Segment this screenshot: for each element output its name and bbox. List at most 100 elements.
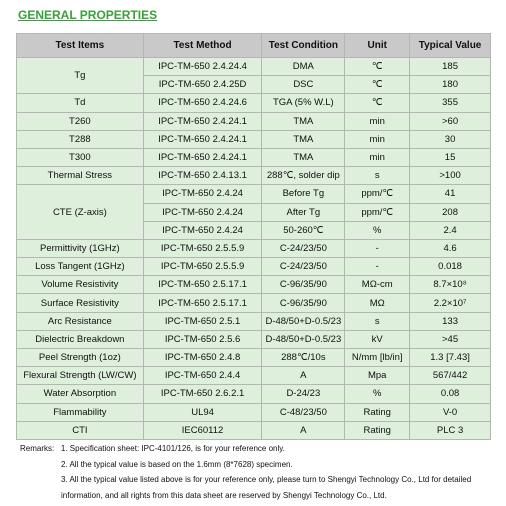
cell: V-0 bbox=[409, 402, 491, 422]
cell: 1.3 [7.43] bbox=[409, 347, 491, 368]
cell: Rating bbox=[344, 420, 411, 440]
cell: IPC-TM-650 2.4.24.4 bbox=[142, 56, 263, 77]
test-item: Loss Tangent (1GHz) bbox=[16, 257, 144, 277]
table-row: Water Absorption IPC-TM-650 2.6.2.1 D-24/2… bbox=[16, 384, 491, 404]
cell: N/mm [lb/in] bbox=[344, 347, 411, 368]
cell: % bbox=[344, 384, 411, 404]
cell: 0.018 bbox=[409, 257, 491, 277]
cell: A bbox=[261, 366, 346, 386]
cell: 567/442 bbox=[409, 366, 491, 386]
cell: 4.6 bbox=[409, 238, 491, 259]
column-header: Unit bbox=[344, 33, 411, 58]
test-item: T288 bbox=[16, 129, 144, 149]
cell: IPC-TM-650 2.6.2.1 bbox=[142, 384, 263, 404]
table-row: T288 IPC-TM-650 2.4.24.1 TMA min 30 bbox=[16, 129, 491, 149]
test-item: Thermal Stress bbox=[16, 166, 144, 186]
cell: 355 bbox=[409, 93, 491, 113]
table-row: Loss Tangent (1GHz) IPC-TM-650 2.5.5.9 C-2… bbox=[16, 257, 491, 277]
test-item: Arc Resistance bbox=[16, 311, 144, 331]
cell: DSC bbox=[261, 75, 346, 95]
cell: IPC-TM-650 2.4.24.6 bbox=[142, 93, 263, 113]
cell: >45 bbox=[409, 329, 491, 350]
cell: IPC-TM-650 2.5.6 bbox=[142, 329, 263, 350]
cell: MΩ-cm bbox=[344, 275, 411, 295]
cell: IPC-TM-650 2.4.24 bbox=[142, 220, 263, 240]
cell: C-24/23/50 bbox=[261, 238, 346, 259]
test-item: T300 bbox=[16, 147, 144, 168]
cell: 15 bbox=[409, 147, 491, 168]
remark-note: 2. All the typical value is based on the… bbox=[61, 459, 293, 469]
column-header: Typical Value bbox=[409, 33, 491, 58]
cell: ℃ bbox=[344, 56, 411, 77]
cell: D-48/50+D-0.5/23 bbox=[261, 329, 346, 350]
remark-note: 1. Specification sheet: IPC-4101/126, is… bbox=[60, 444, 285, 453]
cell: >60 bbox=[409, 111, 491, 131]
cell: % bbox=[344, 220, 411, 240]
column-header: Test Items bbox=[16, 33, 144, 58]
cell: IEC60112 bbox=[142, 420, 263, 440]
cell: kV bbox=[344, 329, 411, 350]
column-header: Test Condition bbox=[261, 33, 346, 58]
cell: IPC-TM-650 2.5.17.1 bbox=[142, 293, 263, 313]
cell: TMA bbox=[261, 147, 346, 168]
test-item: CTE (Z-axis) bbox=[16, 184, 144, 240]
table-row: Surface Resistivity IPC-TM-650 2.5.17.1 C-… bbox=[16, 293, 491, 313]
cell: IPC-TM-650 2.4.4 bbox=[142, 366, 263, 386]
cell: Before Tg bbox=[261, 184, 346, 204]
table-row: CTI IEC60112 A Rating PLC 3 bbox=[16, 420, 491, 440]
cell: - bbox=[344, 257, 411, 277]
cell: 50-260℃ bbox=[261, 220, 346, 240]
cell: IPC-TM-650 2.4.24 bbox=[142, 202, 263, 222]
table-row: Permittivity (1GHz) IPC-TM-650 2.5.5.9 C-2… bbox=[16, 238, 491, 259]
table-row: IPC-TM-650 2.4.25D DSC ℃ 180 bbox=[17, 75, 491, 95]
remark-line: 3. All the typical value listed above is… bbox=[20, 472, 488, 503]
cell: PLC 3 bbox=[409, 420, 491, 440]
test-item: T260 bbox=[16, 111, 144, 131]
table-row: T260 IPC-TM-650 2.4.24.1 TMA min >60 bbox=[16, 111, 491, 131]
cell: IPC-TM-650 2.4.24 bbox=[142, 184, 263, 204]
cell: D-24/23 bbox=[261, 384, 346, 404]
cell: IPC-TM-650 2.4.24.1 bbox=[142, 147, 263, 168]
header-row: Test Items Test Method Test Condition Unit T… bbox=[16, 33, 491, 58]
cell: IPC-TM-650 2.5.1 bbox=[142, 311, 263, 331]
remarks-label: Remarks: bbox=[20, 444, 55, 453]
cell: 2.4 bbox=[409, 220, 491, 240]
cell: ℃ bbox=[344, 93, 411, 113]
properties-table: Test Items Test Method Test Condition Unit T… bbox=[16, 33, 491, 440]
cell: s bbox=[344, 166, 411, 186]
test-item: Flammability bbox=[16, 402, 144, 422]
table-row: CTE (Z-axis) IPC-TM-650 2.4.24 Before Tg pp… bbox=[16, 184, 491, 240]
cell: ppm/℃ bbox=[344, 184, 411, 204]
cell: C-96/35/90 bbox=[261, 275, 346, 295]
cell: min bbox=[344, 147, 411, 168]
cell: IPC-TM-650 2.4.8 bbox=[142, 347, 263, 368]
cell: D-48/50+D-0.5/23 bbox=[261, 311, 346, 331]
cell: 288℃/10s bbox=[261, 347, 346, 368]
cell: 41 bbox=[409, 184, 491, 204]
table-row: Flammability UL94 C-48/23/50 Rating V-0 bbox=[16, 402, 491, 422]
test-item: Volume Resistivity bbox=[16, 275, 144, 295]
cell: IPC-TM-650 2.4.13.1 bbox=[142, 166, 263, 186]
cell: 185 bbox=[409, 56, 491, 77]
table-row: Volume Resistivity IPC-TM-650 2.5.17.1 C-9… bbox=[16, 275, 491, 295]
cell: TMA bbox=[261, 129, 346, 149]
cell: C-24/23/50 bbox=[261, 257, 346, 277]
table-row: T300 IPC-TM-650 2.4.24.1 TMA min 15 bbox=[16, 147, 491, 168]
test-item: Dielectric Breakdown bbox=[16, 329, 144, 350]
cell: IPC-TM-650 2.5.5.9 bbox=[142, 257, 263, 277]
cell: 30 bbox=[409, 129, 491, 149]
cell: C-48/23/50 bbox=[261, 402, 346, 422]
cell: TMA bbox=[261, 111, 346, 131]
cell: s bbox=[344, 311, 411, 331]
test-item: CTI bbox=[16, 420, 144, 440]
table-row: IPC-TM-650 2.4.24 50-260℃% 2.4 bbox=[17, 220, 491, 240]
test-item: Td bbox=[16, 93, 144, 113]
table-row: Td IPC-TM-650 2.4.24.6 TGA (5% W.L) ℃ 355 bbox=[16, 93, 491, 113]
test-item: Permittivity (1GHz) bbox=[16, 238, 144, 259]
table-row: Thermal Stress IPC-TM-650 2.4.13.1 288℃, s… bbox=[16, 166, 491, 186]
test-item: Water Absorption bbox=[16, 384, 144, 404]
cell: IPC-TM-650 2.4.24.1 bbox=[142, 129, 263, 149]
cell: After Tg bbox=[261, 202, 346, 222]
cell: 2.2×10⁷ bbox=[409, 293, 491, 313]
cell: IPC-TM-650 2.5.17.1 bbox=[142, 275, 263, 295]
